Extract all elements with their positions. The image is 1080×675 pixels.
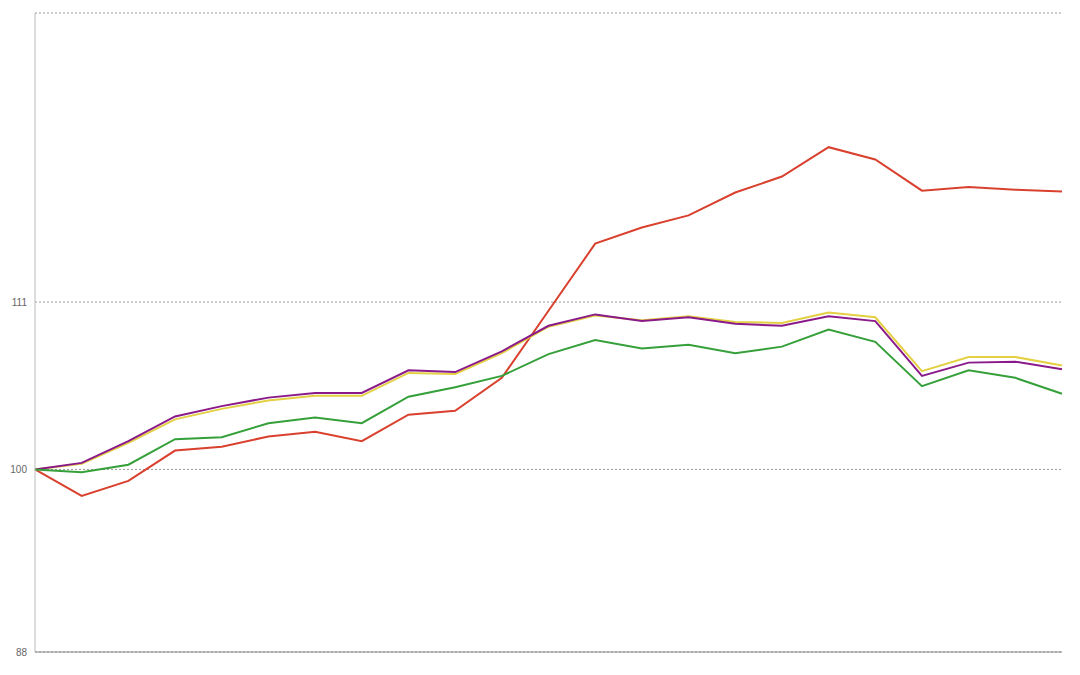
svg-text:88: 88 xyxy=(16,647,28,658)
svg-text:100: 100 xyxy=(10,464,27,475)
svg-text:111: 111 xyxy=(12,297,28,308)
